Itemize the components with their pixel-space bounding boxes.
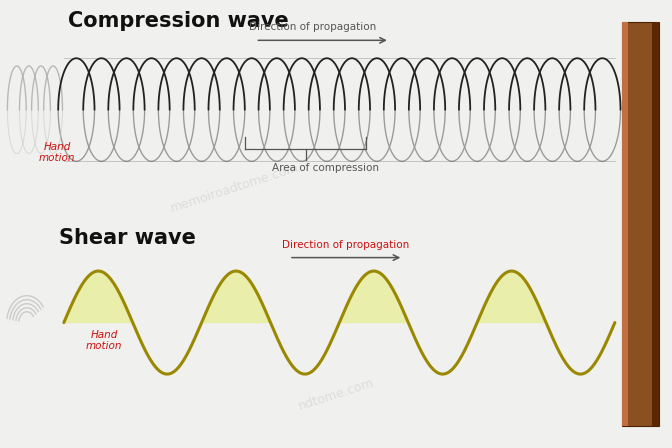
Text: Compression wave: Compression wave bbox=[68, 11, 288, 31]
Bar bbox=[652, 22, 659, 426]
Text: memoiroadtome.com: memoiroadtome.com bbox=[169, 161, 301, 215]
Bar bbox=[622, 22, 628, 426]
Text: Direction of propagation: Direction of propagation bbox=[282, 240, 409, 250]
Text: ndtome.com: ndtome.com bbox=[296, 376, 376, 413]
Text: Hand
motion: Hand motion bbox=[86, 330, 122, 351]
Text: Hand
motion: Hand motion bbox=[39, 142, 75, 163]
Bar bbox=[622, 22, 659, 426]
Text: Direction of propagation: Direction of propagation bbox=[249, 22, 376, 32]
Text: Shear wave: Shear wave bbox=[59, 228, 196, 249]
Text: Area of compression: Area of compression bbox=[272, 163, 379, 172]
